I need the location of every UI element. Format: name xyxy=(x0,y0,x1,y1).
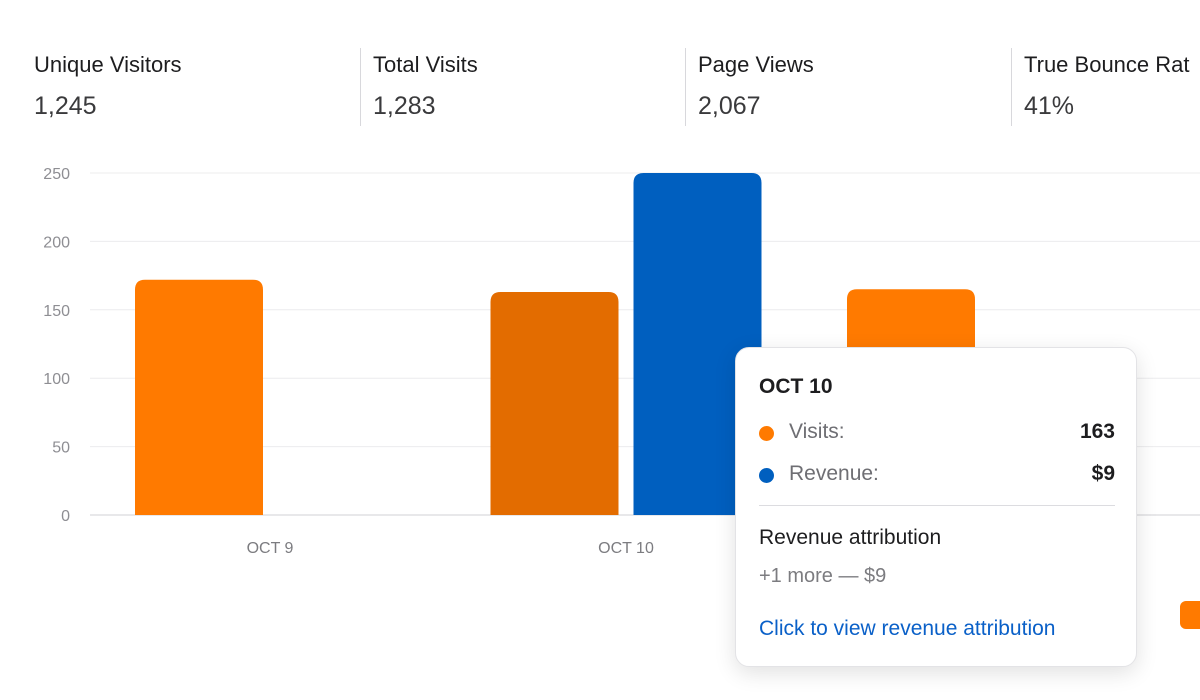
visits-bar xyxy=(135,279,263,515)
x-category-label: OCT 10 xyxy=(598,540,654,557)
visits-bar xyxy=(490,292,619,515)
revenue-bar xyxy=(633,173,762,515)
tooltip-row-visits: Visits: 163 xyxy=(759,419,1115,447)
legend-visits-swatch[interactable] xyxy=(1180,601,1200,629)
stat-divider xyxy=(360,48,361,126)
stat-page-views[interactable]: Page Views 2,067 xyxy=(685,48,1011,126)
stat-label: Unique Visitors xyxy=(34,52,182,77)
stat-label: Page Views xyxy=(698,52,814,77)
tooltip-value: 163 xyxy=(1079,420,1115,443)
x-category-label: OCT 9 xyxy=(247,540,294,557)
tooltip-more-text: +1 more — $9 xyxy=(759,565,887,587)
stat-true-bounce-rate[interactable]: True Bounce Rat 41% xyxy=(1011,48,1200,126)
stat-value: 41% xyxy=(1024,92,1075,120)
chart-tooltip: OCT 10 Visits: 163 Revenue: $9 Revenue a… xyxy=(735,347,1137,667)
visits-dot-icon xyxy=(759,426,774,441)
stat-divider xyxy=(1011,48,1012,126)
tooltip-title: OCT 10 xyxy=(759,375,833,398)
y-tick-label: 50 xyxy=(52,440,70,457)
stat-label: Total Visits xyxy=(373,52,478,77)
tooltip-key: Visits: xyxy=(789,420,845,443)
revenue-dot-icon xyxy=(759,468,774,483)
y-tick-label: 150 xyxy=(43,303,70,320)
y-tick-label: 0 xyxy=(61,508,70,525)
tooltip-value: $9 xyxy=(1091,462,1115,485)
stat-divider xyxy=(685,48,686,126)
stat-unique-visitors[interactable]: Unique Visitors 1,245 xyxy=(0,48,360,126)
tooltip-section-title: Revenue attribution xyxy=(759,526,942,549)
view-revenue-attribution-link[interactable]: Click to view revenue attribution xyxy=(759,617,1056,640)
stat-label: True Bounce Rat xyxy=(1024,52,1190,77)
stat-total-visits[interactable]: Total Visits 1,283 xyxy=(360,48,685,126)
y-tick-label: 200 xyxy=(43,234,70,251)
stat-value: 1,245 xyxy=(34,92,97,120)
stats-bar: Unique Visitors 1,245 Total Visits 1,283… xyxy=(0,48,1200,126)
stat-value: 1,283 xyxy=(373,92,436,120)
tooltip-divider xyxy=(759,505,1115,506)
y-tick-label: 100 xyxy=(43,371,70,388)
tooltip-row-revenue: Revenue: $9 xyxy=(759,461,1115,489)
y-tick-label: 250 xyxy=(43,166,70,183)
stat-value: 2,067 xyxy=(698,92,761,120)
tooltip-key: Revenue: xyxy=(789,462,879,485)
